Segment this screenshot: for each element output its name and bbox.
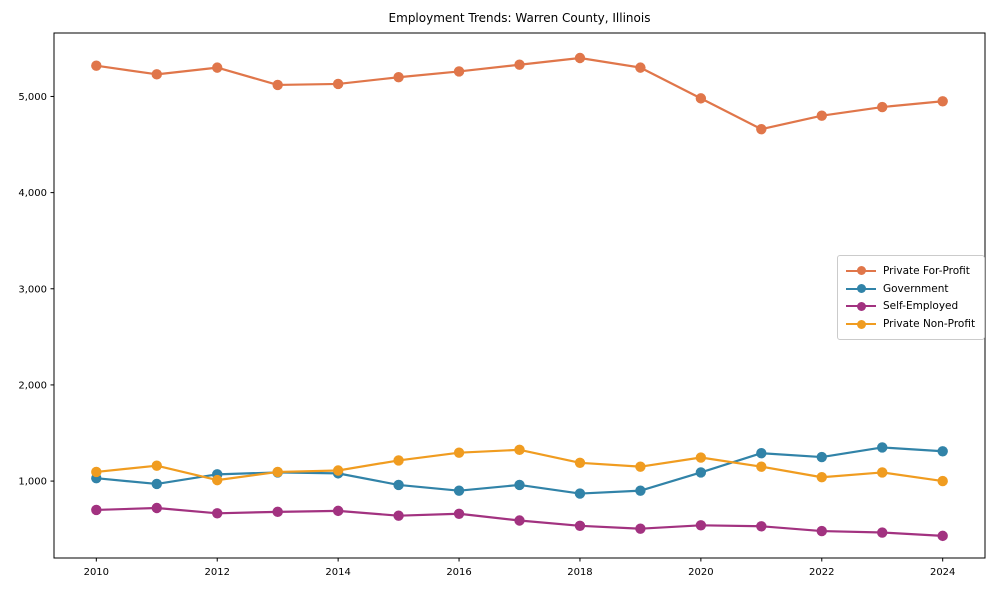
data-point-marker (332, 505, 344, 517)
data-point-marker (272, 506, 283, 518)
data-point-marker (332, 465, 344, 476)
data-point-marker (756, 447, 767, 459)
data-point-marker (453, 447, 465, 458)
data-point-marker (151, 460, 162, 471)
data-point-marker (756, 461, 767, 472)
data-point-marker (272, 79, 283, 91)
data-point-marker (212, 474, 223, 486)
data-point-marker (91, 466, 102, 478)
legend-marker-icon (846, 284, 876, 294)
data-point-marker (816, 451, 827, 463)
data-point-marker (937, 530, 948, 542)
x-tick-label: 2012 (205, 567, 230, 578)
legend-item: Private For-Profit (846, 262, 975, 280)
data-point-marker (151, 502, 162, 514)
y-tick-label: 2,000 (18, 380, 47, 391)
data-point-marker (635, 485, 646, 496)
data-point-marker (695, 467, 707, 478)
y-tick-label: 5,000 (18, 92, 47, 103)
data-point-marker (877, 442, 888, 453)
legend-label: Government (883, 282, 949, 295)
data-point-marker (695, 93, 707, 104)
data-point-marker (635, 461, 646, 472)
data-point-marker (816, 525, 827, 537)
data-point-marker (514, 444, 525, 456)
data-point-marker (453, 508, 465, 519)
legend-label: Private For-Profit (883, 264, 970, 277)
series-private-non-profit (91, 444, 948, 487)
data-point-marker (877, 527, 888, 538)
data-point-marker (91, 60, 102, 71)
data-point-marker (937, 475, 948, 487)
data-point-marker (393, 72, 404, 83)
data-point-marker (756, 521, 767, 532)
data-point-marker (151, 478, 162, 490)
data-point-marker (272, 466, 283, 478)
y-tick-label: 1,000 (18, 477, 47, 488)
data-point-marker (574, 52, 586, 64)
data-point-marker (756, 123, 767, 135)
data-point-marker (514, 515, 525, 526)
legend-item: Self-Employed (846, 298, 975, 316)
data-point-marker (393, 479, 404, 491)
data-point-marker (937, 446, 948, 457)
legend-label: Self-Employed (883, 300, 959, 313)
y-axis: 1,000 2,000 3,000 4,000 5,000 (18, 92, 54, 488)
legend-marker-icon (846, 301, 876, 311)
data-point-marker (816, 110, 827, 121)
x-tick-label: 2010 (84, 567, 109, 578)
data-point-marker (635, 62, 646, 73)
data-point-marker (453, 485, 465, 496)
series-private-for-profit (91, 52, 948, 135)
chart-title: Employment Trends: Warren County, Illino… (388, 11, 651, 25)
data-point-marker (212, 62, 223, 73)
x-tick-label: 2024 (930, 567, 955, 578)
data-point-marker (393, 510, 404, 521)
x-tick-label: 2020 (688, 567, 713, 578)
data-point-marker (574, 520, 586, 531)
data-point-marker (574, 457, 586, 469)
x-tick-label: 2014 (325, 567, 350, 578)
data-point-marker (453, 66, 465, 77)
data-point-marker (877, 101, 888, 113)
data-point-marker (877, 467, 888, 478)
legend-marker-icon (846, 319, 876, 329)
data-point-marker (937, 96, 948, 107)
x-tick-label: 2018 (567, 567, 592, 578)
data-point-marker (393, 455, 404, 466)
series-government (91, 442, 948, 499)
data-point-marker (151, 69, 162, 80)
legend: Private For-Profit Government Self-Employe… (837, 255, 986, 340)
y-tick-label: 3,000 (18, 284, 47, 295)
x-tick-label: 2022 (809, 567, 834, 578)
x-tick-label: 2016 (446, 567, 471, 578)
data-point-marker (574, 488, 586, 499)
legend-marker-icon (846, 266, 876, 276)
x-axis: 2010 2012 2014 2016 2018 2020 2022 2024 (84, 558, 955, 578)
legend-label: Private Non-Profit (883, 318, 976, 331)
data-point-marker (635, 523, 646, 534)
y-tick-label: 4,000 (18, 188, 47, 199)
legend-item: Private Non-Profit (846, 315, 975, 333)
data-point-marker (91, 504, 102, 516)
data-point-marker (695, 520, 707, 531)
data-point-marker (212, 508, 223, 519)
series-self-employed (91, 502, 948, 542)
data-point-marker (514, 479, 525, 491)
legend-item: Government (846, 280, 975, 298)
data-point-marker (695, 452, 707, 463)
data-point-marker (816, 472, 827, 483)
data-point-marker (514, 59, 525, 70)
data-point-marker (332, 78, 344, 90)
